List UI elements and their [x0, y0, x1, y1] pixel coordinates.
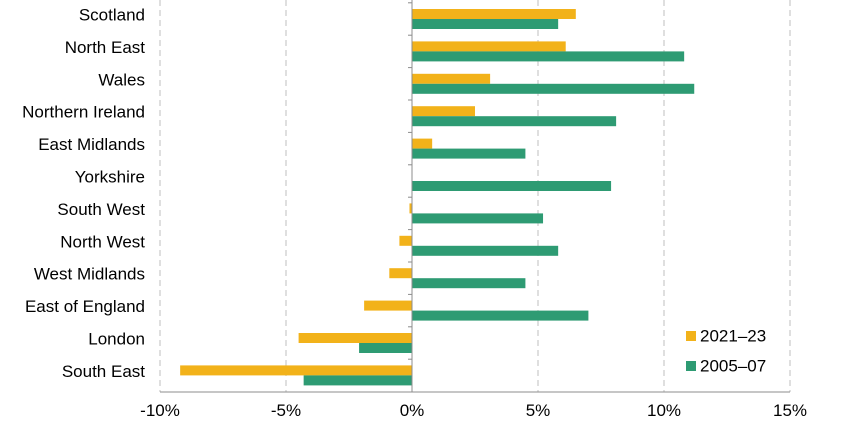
- bar-series-a-south-west: [409, 203, 412, 214]
- bar-series-a-wales: [412, 73, 491, 84]
- category-label: London: [88, 330, 145, 349]
- bar-series-b-south-west: [412, 213, 544, 224]
- legend-label: 2005–07: [700, 357, 766, 376]
- bar-series-a-scotland: [412, 9, 576, 19]
- category-label: Scotland: [79, 6, 145, 25]
- bar-series-a-north-east: [412, 41, 566, 52]
- bar-series-b-london: [359, 343, 412, 353]
- bar-series-a-north-west: [399, 235, 412, 246]
- category-label: East Midlands: [38, 135, 145, 154]
- legend-label: 2021–23: [700, 327, 766, 346]
- bar-series-b-yorkshire: [412, 181, 612, 191]
- bar-series-a-london: [298, 333, 412, 343]
- bar-series-b-east-midlands: [412, 148, 526, 159]
- legend: 2021–23 2005–07: [686, 327, 766, 376]
- bar-series-a-east-of-england: [364, 300, 412, 311]
- category-label: South West: [57, 200, 145, 219]
- x-tick-label: 0%: [400, 401, 425, 420]
- bar-series-b-north-west: [412, 245, 559, 256]
- category-label: South East: [62, 362, 145, 381]
- category-label: East of England: [25, 297, 145, 316]
- bar-series-a-east-midlands: [412, 138, 433, 149]
- bar-series-b-north-east: [412, 51, 685, 62]
- category-label: Yorkshire: [75, 168, 145, 187]
- bar-series-a-south-east: [180, 365, 412, 376]
- x-tick-labels: -10% -5% 0% 5% 10% 15%: [140, 401, 807, 420]
- category-label: North East: [65, 38, 146, 57]
- bar-series-b-northern-ireland: [412, 116, 617, 127]
- category-label: North West: [60, 232, 145, 251]
- x-tick-label: -10%: [140, 401, 180, 420]
- category-labels: Scotland North East Wales Northern Ireland E…: [22, 6, 145, 381]
- axes: [160, 0, 790, 393]
- category-label: Wales: [98, 70, 145, 89]
- x-tick-label: 5%: [526, 401, 551, 420]
- x-tick-label: 15%: [773, 401, 807, 420]
- bar-series-b-scotland: [412, 19, 559, 29]
- bar-series-b-wales: [412, 83, 695, 94]
- bar-series-a-northern-ireland: [412, 106, 475, 117]
- legend-swatch: [686, 361, 696, 371]
- legend-swatch: [686, 331, 696, 341]
- bars: [180, 9, 695, 386]
- bar-series-b-west-midlands: [412, 278, 526, 289]
- category-label: West Midlands: [34, 265, 145, 284]
- bar-series-b-south-east: [303, 375, 412, 386]
- category-label: Northern Ireland: [22, 103, 145, 122]
- bar-series-b-east-of-england: [412, 310, 589, 321]
- gridlines: [159, 0, 791, 392]
- x-tick-label: 10%: [647, 401, 681, 420]
- bar-series-a-west-midlands: [389, 268, 412, 279]
- x-tick-label: -5%: [271, 401, 301, 420]
